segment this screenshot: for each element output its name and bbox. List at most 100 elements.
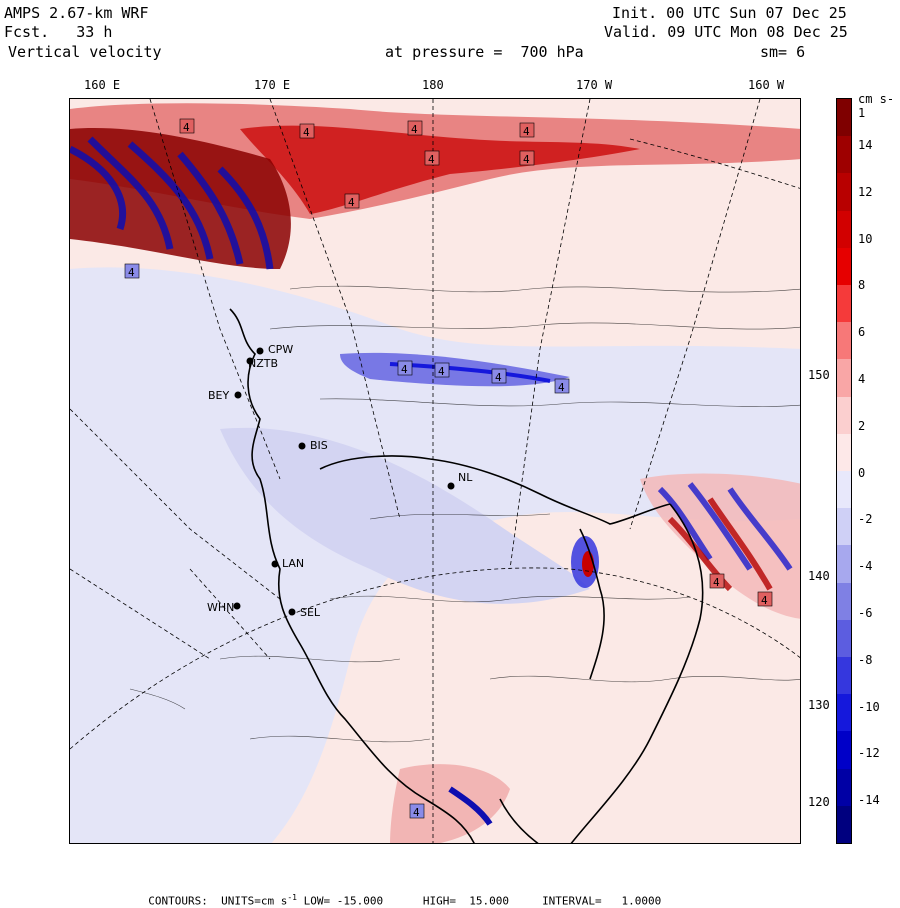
contour-label-box: 4 (434, 362, 450, 378)
map-panel: 4 4 4 4 4 4 4 4 4 4 4 4 4 4 4 CPW (69, 98, 801, 844)
svg-text:4: 4 (523, 153, 530, 166)
footer-high: HIGH= 15.000 (422, 894, 509, 908)
contour-labels: 4 4 4 4 4 4 4 4 4 4 4 4 4 4 4 (124, 118, 773, 819)
station-dot-bey (234, 391, 242, 399)
pressure-level: at pressure = 700 hPa (385, 43, 584, 61)
colorbar-tick-label: 2 (858, 418, 866, 433)
contour-info: CONTOURS: UNITS=cm s-1 LOW= -15.000 HIGH… (135, 880, 661, 908)
colorbar-tick-label: 4 (858, 372, 866, 386)
svg-text:4: 4 (438, 365, 445, 378)
contour-label-box: 4 (424, 150, 440, 166)
colorbar-tick-label: 12 (858, 184, 873, 199)
station-dot-lan (271, 560, 279, 568)
init-time: Init. 00 UTC Sun 07 Dec 25 (612, 4, 847, 22)
contour-label-box: 4 (409, 803, 425, 819)
contour-label-box: 4 (519, 122, 535, 138)
lon-label-170w: 170 W (576, 78, 613, 92)
station-dot-whn (233, 602, 241, 610)
station-label-sel: SEL (300, 606, 321, 619)
lon-label-160w: 160 W (748, 78, 785, 92)
weak-subsidence-region (70, 267, 800, 843)
colorbar-swatch (837, 99, 851, 137)
contour-label-box: 4 (124, 263, 140, 279)
valid-time: Valid. 09 UTC Mon 08 Dec 25 (604, 23, 848, 41)
descent-streaks-northwest (70, 136, 274, 270)
station-label-bey: BEY (208, 389, 230, 402)
colorbar (836, 98, 852, 844)
colorbar-swatch (837, 285, 851, 323)
contour-label-box: 4 (179, 118, 195, 134)
colorbar-tick-label: 14 (858, 138, 873, 152)
contour-label-box: 4 (554, 378, 570, 394)
svg-text:4: 4 (303, 126, 310, 139)
contour-lines (129, 285, 800, 743)
descent-streak-south (448, 786, 493, 826)
colorbar-tick-label: -4 (858, 559, 873, 574)
colorbar-swatch (837, 508, 851, 546)
station-label-lan: LAN (282, 557, 305, 570)
ascent-cell-sw (582, 551, 594, 577)
variable-name: Vertical velocity (8, 43, 162, 61)
station-label-whn: WHN (207, 601, 235, 614)
station-label-nl: NL (458, 471, 473, 484)
station-dot-cpw (256, 347, 264, 355)
colorbar-swatch (837, 247, 851, 286)
station-markers (233, 347, 455, 616)
colorbar-tick-label: -14 (858, 793, 880, 808)
model-title: AMPS 2.67-km WRF (4, 4, 149, 22)
contour-label-box: 4 (397, 360, 413, 376)
footer-interval: INTERVAL= 1.0000 (542, 894, 662, 908)
svg-text:4: 4 (428, 153, 435, 166)
colorbar-swatch (837, 136, 851, 174)
colorbar-swatch (837, 359, 851, 398)
footer-low: LOW= -15.000 (303, 894, 384, 908)
descent-streaks-east (657, 482, 793, 571)
station-dot-nl (447, 482, 455, 490)
contour-label-box: 4 (344, 193, 360, 209)
coastline (229, 308, 704, 843)
colorbar-swatch (837, 657, 851, 695)
graticule (70, 99, 800, 843)
station-dot-bis (298, 442, 306, 450)
colorbar-swatch (837, 768, 851, 807)
colorbar-swatch (837, 619, 851, 658)
vertical-velocity-map: 4 4 4 4 4 4 4 4 4 4 4 4 4 4 4 (70, 99, 800, 843)
contour-label-box: 4 (407, 120, 423, 136)
svg-text:4: 4 (761, 594, 768, 607)
colorbar-swatch (837, 210, 851, 249)
svg-text:4: 4 (128, 266, 135, 279)
colorbar-tick-label: -6 (858, 606, 873, 620)
descent-region-central (220, 427, 590, 604)
ascent-core-north (240, 125, 640, 214)
station-dot-nztb (246, 357, 254, 365)
footer-contours: CONTOURS: (148, 894, 208, 908)
colorbar-swatch (837, 805, 851, 844)
contour-label-box: 4 (299, 123, 315, 139)
contour-label-box: 4 (519, 150, 535, 166)
svg-text:4: 4 (183, 121, 190, 134)
colorbar-tick-label: -2 (858, 512, 873, 527)
colorbar-tick-label: 8 (858, 278, 866, 293)
svg-text:4: 4 (558, 381, 565, 394)
svg-text:4: 4 (348, 196, 355, 209)
svg-text:4: 4 (495, 371, 502, 384)
colorbar-swatch (837, 545, 851, 584)
lon-label-160e: 160 E (84, 78, 121, 92)
svg-text:4: 4 (411, 123, 418, 136)
svg-text:4: 4 (401, 363, 408, 376)
lon-label-180: 180 (422, 78, 444, 92)
station-label-nztb: NZTB (248, 357, 279, 370)
colorbar-swatch (837, 694, 851, 732)
colorbar-tick-label: 10 (858, 231, 873, 246)
station-label-bis: BIS (310, 439, 328, 452)
colorbar-swatch (837, 322, 851, 360)
station-dot-sel (288, 608, 296, 616)
colorbar-tick-label: -10 (858, 699, 880, 714)
colorbar-tick-label: -8 (858, 652, 873, 667)
colorbar-tick-label: 6 (858, 325, 866, 340)
colorbar-tick-label: -12 (858, 746, 880, 761)
colorbar-swatch (837, 582, 851, 621)
colorbar-swatch (837, 173, 851, 212)
contour-label-box: 4 (757, 591, 773, 607)
colorbar-unit: cm s-1 (858, 92, 895, 120)
